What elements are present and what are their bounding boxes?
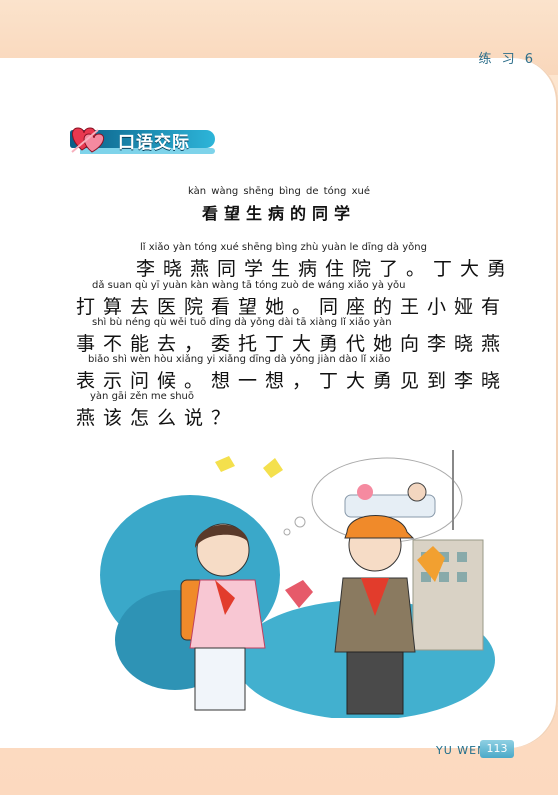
line-pinyin: lǐ xiǎo yàn tóng xué shēng bìng zhù yuàn… (140, 242, 427, 253)
line-pinyin: dǎ suan qù yī yuàn kàn wàng tā tóng zuò … (92, 280, 406, 291)
line-pinyin: biǎo shì wèn hòu xiǎng yi xiǎng dīng dà … (88, 354, 391, 365)
section-title: 口语交际 (118, 133, 190, 153)
girl-bouquet (285, 580, 313, 608)
leaf (263, 458, 283, 478)
boy-bouquet (417, 546, 445, 582)
boy-cap (344, 515, 415, 539)
line-text: 事不能去，委托丁大勇代她向李晓燕 (76, 333, 509, 355)
bed-flower (357, 484, 373, 500)
lesson-title: 看望生病的同学 (201, 204, 356, 223)
sick-girl-head (407, 482, 427, 502)
line-text: 燕该怎么说？ (76, 407, 239, 429)
banner-underline (80, 148, 215, 154)
line-pinyin: yàn gāi zěn me shuō (90, 391, 194, 402)
hospital-bed (344, 494, 436, 518)
children-hospital-visit-illustration (100, 450, 495, 718)
section-label: 练 习 6 (478, 52, 536, 67)
line-pinyin: shì bù néng qù wěi tuō dīng dà yǒng dài … (92, 317, 392, 328)
line-text: 表示问候。想一想，丁大勇见到李晓 (76, 370, 509, 392)
banner-bar (70, 130, 215, 148)
footer-label: YU WEN (436, 744, 487, 757)
line-text: 打算去医院看望她。同座的王小娅有 (76, 296, 509, 318)
line-text: 李晓燕同学生病住院了。丁大勇 (136, 258, 515, 280)
boy-figure (334, 515, 445, 715)
page-number: 113 (480, 740, 514, 758)
leaf (215, 456, 235, 472)
girl-figure (180, 523, 313, 711)
lesson-title-pinyin: kàn wàng shēng bìng de tóng xué (188, 186, 370, 197)
hearts-icon (71, 127, 105, 153)
section-banner: 口语交际 (70, 120, 220, 156)
